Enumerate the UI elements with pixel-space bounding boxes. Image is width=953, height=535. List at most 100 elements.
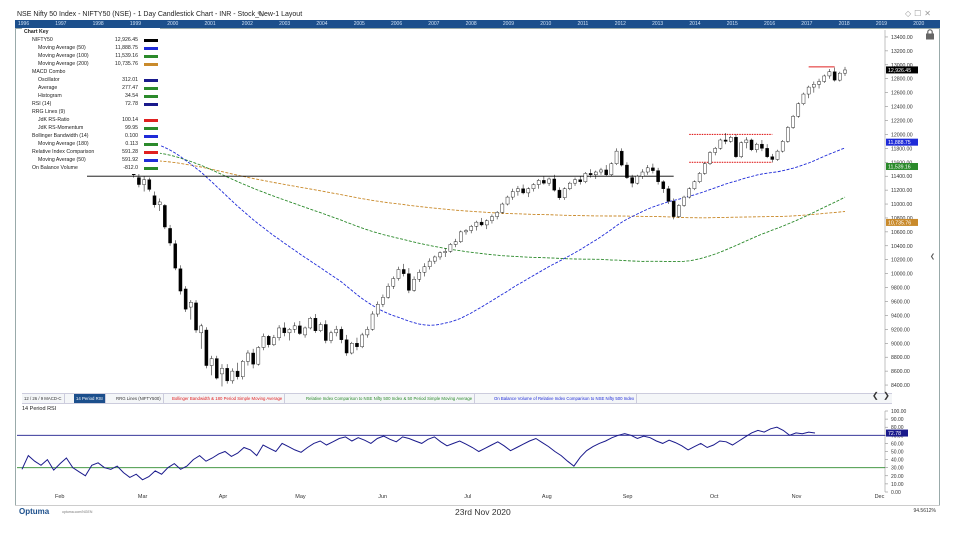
chart-key-row[interactable]: Moving Average (50) 591.92 (22, 156, 160, 164)
candle-body[interactable] (729, 137, 733, 142)
candle-body[interactable] (536, 180, 541, 185)
candle-body[interactable] (604, 169, 608, 176)
toolbar-icons[interactable]: ◇☐✕ (905, 9, 934, 18)
candle-body[interactable] (381, 297, 385, 305)
year-label[interactable]: 2009 (502, 21, 515, 27)
year-label[interactable]: 2003 (279, 21, 291, 27)
chart-key-row[interactable]: Moving Average (50) 11,888.75 (22, 44, 160, 52)
candle-body[interactable] (806, 86, 811, 95)
tab-indicator[interactable]: RRG Lines (NIFTY500) (114, 394, 164, 403)
candle-body[interactable] (661, 181, 666, 189)
candle-body[interactable] (723, 139, 728, 142)
candle-body[interactable] (635, 175, 640, 184)
candle-body[interactable] (713, 148, 717, 153)
candle-body[interactable] (703, 163, 707, 174)
year-label[interactable]: 2016 (764, 21, 776, 27)
year-label[interactable]: 2004 (316, 21, 328, 27)
chart-key-row[interactable]: Relative Index Comparison 591.28 (22, 148, 160, 156)
chart-key-row[interactable]: Average 277.47 (22, 84, 160, 92)
candle-body[interactable] (770, 156, 775, 160)
tab-indicator[interactable]: On Balance Volume of Relative Index Comp… (492, 394, 638, 403)
year-label[interactable]: 2002 (241, 21, 253, 27)
candle-body[interactable] (479, 221, 484, 226)
price-chart[interactable]: 8400.00 8600.00 8800.00 9000.00 9200.00 9400.… (15, 28, 940, 394)
candle-body[interactable] (490, 216, 494, 221)
year-navigator[interactable]: 1996 1997 1998 1999 2000 2001 2002 2003 2004 2005… (15, 20, 940, 28)
candle-body[interactable] (261, 336, 266, 348)
candle-body[interactable] (407, 273, 411, 291)
candle-body[interactable] (282, 327, 287, 334)
year-label[interactable]: 1997 (55, 21, 67, 27)
chart-key-row[interactable]: JdK RS-Momentum 99.95 (22, 124, 160, 132)
candle-body[interactable] (791, 116, 795, 128)
candle-body[interactable] (266, 336, 271, 345)
year-label[interactable]: 2014 (689, 21, 701, 27)
candle-body[interactable] (521, 188, 525, 194)
candle-body[interactable] (469, 226, 473, 231)
candle-body[interactable] (817, 81, 821, 85)
candle-body[interactable] (246, 352, 250, 362)
candle-body[interactable] (448, 244, 453, 252)
candle-body[interactable] (505, 196, 510, 205)
year-label[interactable]: 2012 (614, 21, 626, 27)
candle-body[interactable] (256, 347, 261, 365)
candle-body[interactable] (594, 171, 598, 175)
year-label[interactable]: 2020 (913, 21, 925, 27)
chart-key-row[interactable]: RRG Lines (9) (22, 108, 160, 116)
candle-body[interactable] (692, 181, 697, 189)
candle-body[interactable] (708, 152, 712, 164)
candle-body[interactable] (240, 361, 245, 377)
candle-body[interactable] (485, 220, 489, 226)
candle-body[interactable] (391, 278, 396, 287)
candle-body[interactable] (396, 269, 401, 279)
candle-body[interactable] (303, 327, 307, 336)
candle-body[interactable] (204, 329, 209, 366)
candle-body[interactable] (142, 179, 146, 185)
candle-body[interactable] (324, 324, 328, 341)
candle-body[interactable] (812, 84, 816, 88)
candle-body[interactable] (225, 368, 229, 382)
candle-body[interactable] (215, 358, 219, 379)
year-label[interactable]: 2018 (838, 21, 850, 27)
candle-body[interactable] (609, 163, 614, 176)
candle-body[interactable] (339, 329, 344, 340)
close-icon[interactable]: ✕ (924, 9, 934, 18)
candle-body[interactable] (573, 179, 577, 184)
candle-body[interactable] (360, 334, 364, 347)
candle-body[interactable] (355, 343, 359, 347)
candle-body[interactable] (235, 370, 240, 377)
candle-body[interactable] (775, 150, 780, 160)
candle-body[interactable] (365, 329, 370, 336)
candle-body[interactable] (412, 279, 416, 291)
candle-body[interactable] (588, 173, 593, 176)
chart-key-row[interactable]: Histogram 34.54 (22, 92, 160, 100)
candle-body[interactable] (552, 178, 557, 191)
candle-body[interactable] (557, 189, 562, 198)
candle-body[interactable] (417, 272, 422, 280)
candle-body[interactable] (843, 69, 847, 74)
lock-icon[interactable] (925, 29, 935, 40)
candle-body[interactable] (578, 179, 582, 182)
chevron-right-icon[interactable]: ❯ (883, 391, 890, 400)
candle-body[interactable] (697, 173, 702, 182)
chart-key-row[interactable]: Oscillator 312.01 (22, 76, 160, 84)
year-label[interactable]: 2019 (875, 21, 888, 27)
year-label[interactable]: 2001 (204, 21, 216, 27)
candle-body[interactable] (749, 139, 754, 150)
candle-body[interactable] (433, 256, 437, 262)
candle-body[interactable] (687, 188, 692, 198)
candle-body[interactable] (734, 137, 738, 157)
candle-body[interactable] (526, 188, 531, 194)
candle-body[interactable] (272, 337, 276, 345)
candle-body[interactable] (619, 150, 624, 166)
candle-body[interactable] (422, 266, 427, 273)
candle-body[interactable] (614, 150, 619, 164)
year-label[interactable]: 1996 (18, 21, 30, 27)
candle-body[interactable] (568, 182, 572, 189)
candle-body[interactable] (443, 251, 447, 253)
candle-body[interactable] (163, 205, 167, 228)
candle-body[interactable] (251, 352, 255, 365)
tab-indicator[interactable]: Bollinger Bandwidth & 180 Period Simple … (170, 394, 286, 403)
candle-body[interactable] (838, 72, 842, 81)
year-label[interactable]: 1998 (92, 21, 104, 27)
